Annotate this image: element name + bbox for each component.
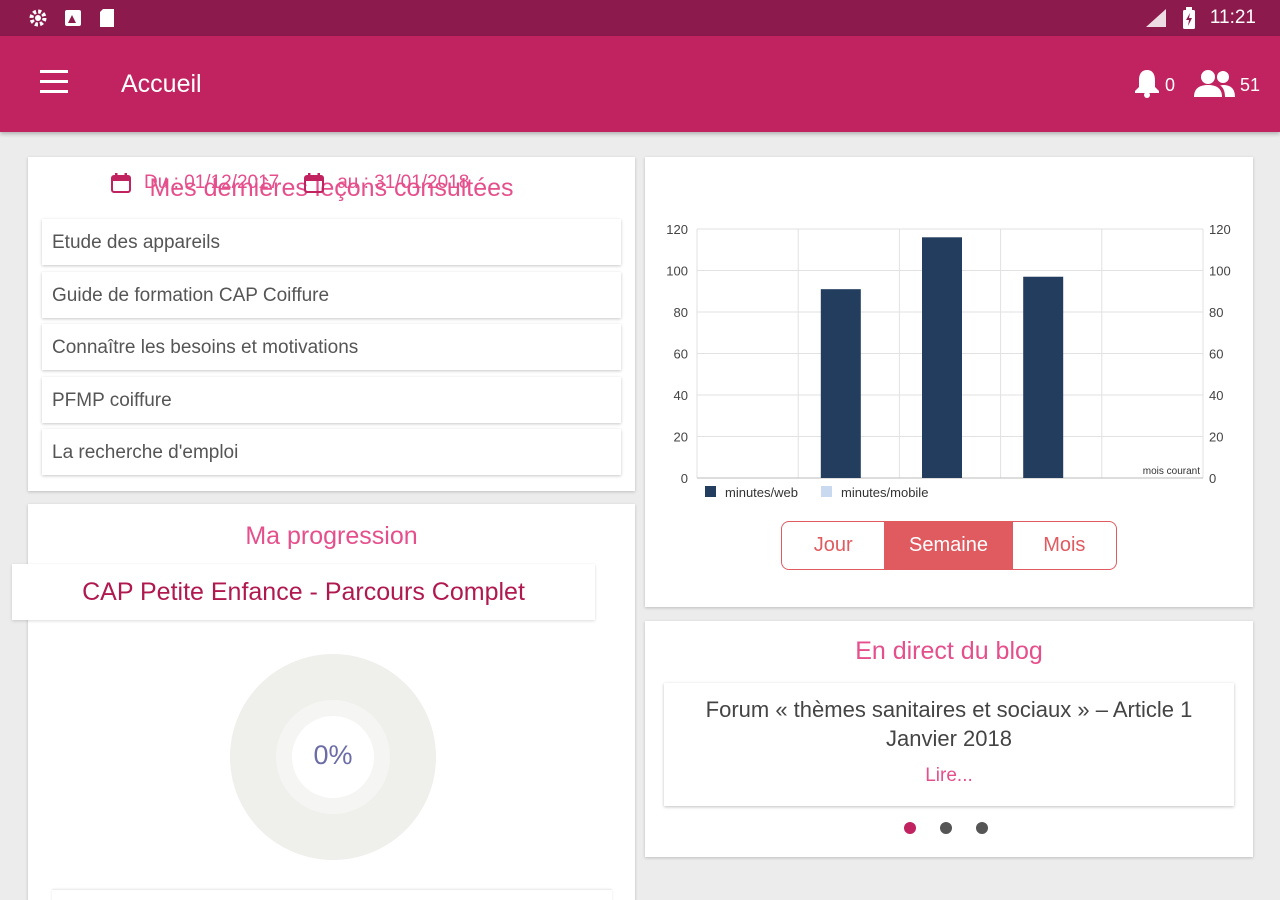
carousel-dot[interactable] [976, 822, 988, 834]
carousel-dot[interactable] [904, 822, 916, 834]
carousel-dots [904, 822, 988, 834]
calendar-icon[interactable] [303, 172, 325, 194]
date-range: Du : 01/12/2017 au : 31/01/2018 [110, 172, 469, 194]
sd-card-icon [98, 8, 116, 28]
users-button[interactable]: 51 [1192, 68, 1260, 103]
signal-icon [1144, 7, 1168, 29]
blog-article[interactable]: Forum « thèmes sanitaires et sociaux » –… [664, 683, 1234, 806]
calendar-icon[interactable] [110, 172, 132, 194]
status-bar: 11:21 [0, 0, 1280, 36]
course-name: CAP Petite Enfance - Parcours Complet [82, 578, 525, 606]
lesson-list: Etude des appareils Guide de formation C… [42, 219, 621, 482]
toggle-month[interactable]: Mois [1043, 534, 1086, 556]
notifications-button[interactable]: 0 [1133, 68, 1175, 103]
course-title[interactable]: CAP Petite Enfance - Parcours Complet [12, 564, 595, 620]
list-item[interactable]: PFMP coiffure [42, 376, 621, 423]
recent-lessons-card: Mes dernières leçons consultées Etude de… [28, 157, 635, 491]
period-toggle: Jour Semaine Mois [781, 521, 1117, 570]
progress-donut: 0% [230, 654, 436, 860]
progress-percent: 0% [313, 740, 353, 770]
app-bar: Accueil 0 51 [0, 36, 1280, 132]
toggle-week[interactable]: Semaine [884, 522, 1013, 569]
recent-lessons-title: Mes dernières leçons consultées [149, 174, 514, 202]
list-item[interactable]: La recherche d'emploi [42, 429, 621, 475]
users-icon [1192, 68, 1236, 103]
battery-icon [1182, 7, 1196, 29]
carousel-dot[interactable] [940, 822, 952, 834]
bell-icon [1133, 68, 1161, 103]
users-count: 51 [1240, 75, 1261, 95]
progress-title: Ma progression [245, 522, 418, 550]
read-more-link[interactable]: Lire... [925, 765, 973, 786]
gear-icon [28, 8, 48, 28]
list-item[interactable]: Guide de formation CAP Coiffure [42, 271, 621, 318]
page-title: Accueil [121, 70, 202, 98]
image-icon [64, 9, 82, 27]
list-item[interactable]: Etude des appareils [42, 219, 621, 265]
notifications-count: 0 [1165, 75, 1176, 95]
list-item[interactable]: Connaître les besoins et motivations [42, 324, 621, 370]
date-from[interactable]: Du : 01/12/2017 [144, 172, 280, 193]
progress-detail-card [52, 890, 612, 900]
menu-icon[interactable] [36, 70, 72, 100]
blog-title: En direct du blog [855, 637, 1043, 665]
clock: 11:21 [1209, 7, 1256, 28]
date-to[interactable]: au : 31/01/2018 [337, 172, 470, 193]
toggle-day[interactable]: Jour [813, 534, 853, 556]
blog-headline: Forum « thèmes sanitaires et sociaux » –… [705, 697, 1193, 751]
